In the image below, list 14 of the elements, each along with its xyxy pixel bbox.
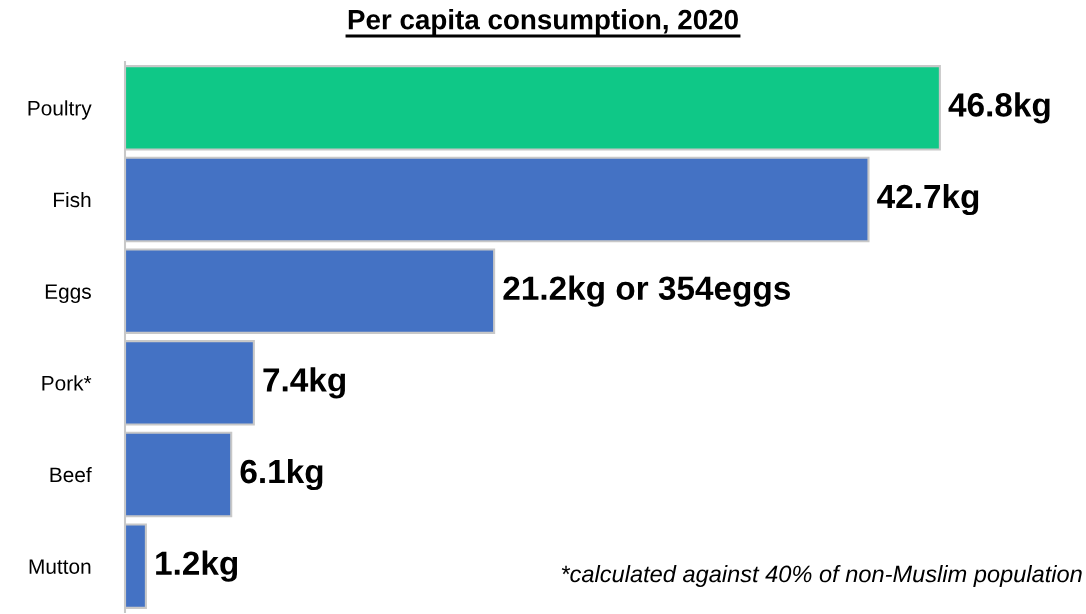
data-label: 42.7kg [877, 183, 979, 216]
y-tick-label: Poultry [28, 100, 92, 120]
data-label: 46.8kg [948, 92, 1050, 124]
y-tick-label: Fish [54, 191, 91, 208]
data-label: 6.1kg [240, 458, 323, 491]
data-label: 7.4kg [263, 367, 345, 399]
data-label: 1.2kg [156, 550, 238, 582]
y-tick-label: Pork* [42, 375, 92, 391]
annotation: *calculated against 40% of non-Muslim population [561, 564, 1082, 588]
y-tick-label: Beef [50, 466, 92, 483]
data-label: 21.2kg or 354eggs [503, 275, 790, 307]
chart-title: Per capita consumption, 2020 [348, 9, 738, 35]
y-tick-label: Eggs [45, 284, 91, 304]
y-tick-label: Mutton [29, 559, 91, 574]
